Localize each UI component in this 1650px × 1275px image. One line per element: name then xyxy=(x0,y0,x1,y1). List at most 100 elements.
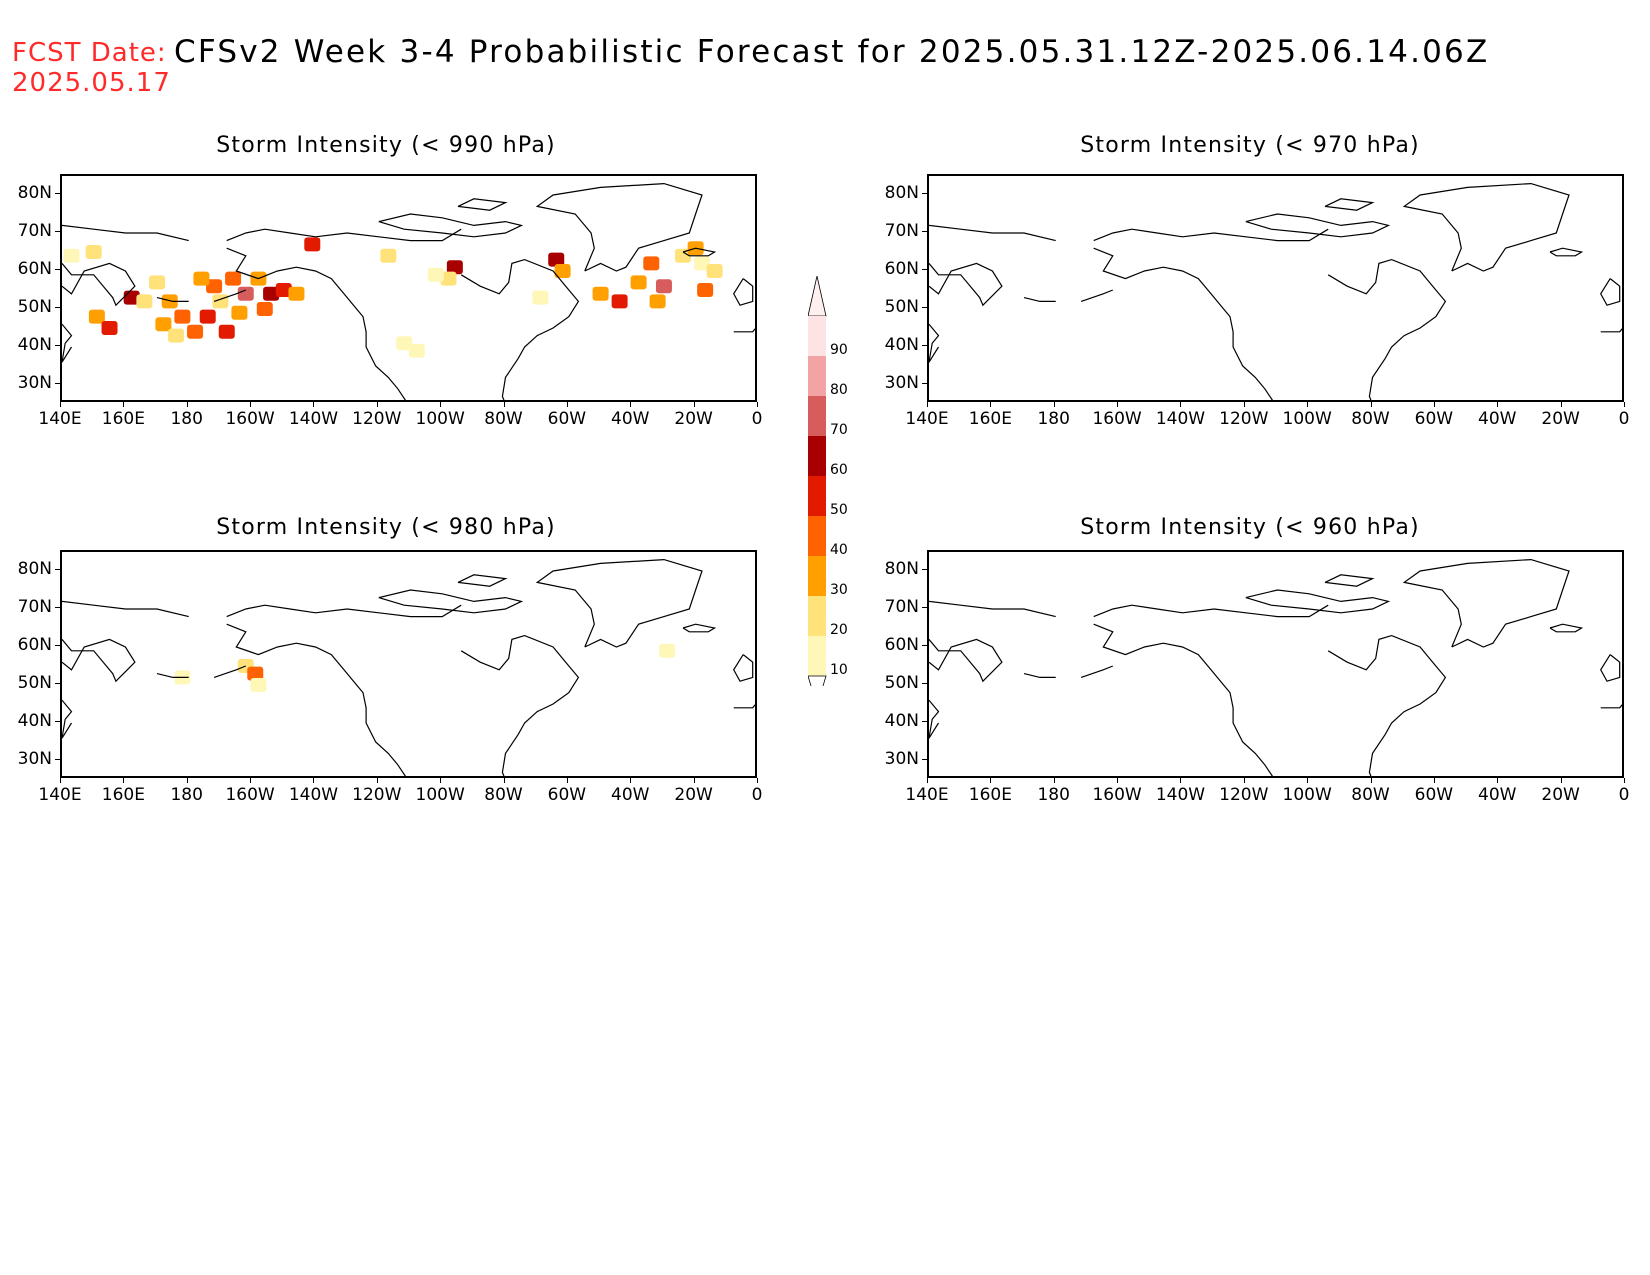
coastline xyxy=(1327,258,1447,400)
lat-tick xyxy=(922,569,927,570)
coastline xyxy=(929,600,1056,618)
probability-cell xyxy=(193,271,210,286)
probability-cell xyxy=(408,343,425,358)
probability-cell xyxy=(554,264,571,278)
lon-tick-label: 60W xyxy=(1414,409,1454,429)
coastline xyxy=(535,558,703,648)
coastline xyxy=(1093,228,1329,242)
lat-tick xyxy=(55,721,60,722)
coastline xyxy=(156,673,189,679)
lon-tick xyxy=(1180,778,1182,783)
probability-cell xyxy=(174,309,191,324)
lat-tick-label: 70N xyxy=(884,221,919,241)
fcst-date-value: 2025.05.17 xyxy=(12,68,171,98)
lat-tick xyxy=(922,759,927,760)
lon-tick-label: 60W xyxy=(1414,785,1454,805)
coastline xyxy=(733,278,754,306)
coastline xyxy=(457,198,508,211)
probability-cell xyxy=(396,336,413,351)
lon-tick-label: 140E xyxy=(905,409,949,429)
lon-tick xyxy=(60,778,61,783)
colorbar-segment xyxy=(808,436,826,476)
lon-tick xyxy=(757,778,758,783)
lon-tick xyxy=(566,778,568,783)
coastline xyxy=(1600,704,1622,709)
map-panel-960 xyxy=(927,550,1624,778)
coastline xyxy=(1327,634,1447,776)
colorbar-label: 20 xyxy=(830,622,848,638)
colorbar-label: 70 xyxy=(830,422,848,438)
lat-tick xyxy=(922,307,927,308)
coastline xyxy=(682,623,717,633)
coastline xyxy=(1093,604,1329,618)
lon-tick xyxy=(1370,778,1372,783)
lon-tick-label: 140W xyxy=(288,409,339,429)
lon-tick-label: 120W xyxy=(1219,785,1269,805)
map-canvas xyxy=(929,182,1622,400)
lon-tick-label: 100W xyxy=(415,785,465,805)
coastline xyxy=(1093,623,1274,776)
lon-tick xyxy=(313,402,315,407)
lon-tick-label: 40W xyxy=(611,785,650,805)
colorbar-segment xyxy=(808,396,826,436)
lon-tick xyxy=(1243,778,1245,783)
map-panel-980 xyxy=(60,550,757,778)
probability-cell xyxy=(149,275,166,290)
probability-cell xyxy=(256,302,273,316)
lat-tick xyxy=(922,721,927,722)
lon-tick-label: 140E xyxy=(38,785,82,805)
lon-tick-label: 60W xyxy=(547,409,587,429)
probability-cell xyxy=(440,271,457,286)
lat-tick-label: 70N xyxy=(884,597,919,617)
lon-tick-label: 140E xyxy=(905,785,949,805)
probability-cell xyxy=(187,324,204,339)
lon-tick-label: 60W xyxy=(547,785,587,805)
lat-tick xyxy=(922,383,927,384)
probability-cell xyxy=(697,283,714,297)
lat-tick-label: 80N xyxy=(17,559,52,579)
coastline xyxy=(226,247,407,400)
lon-tick-label: 80W xyxy=(484,785,523,805)
probability-cell xyxy=(263,286,280,301)
probability-cell xyxy=(85,245,102,259)
lon-tick xyxy=(630,778,632,783)
lat-tick-label: 50N xyxy=(17,297,52,317)
lon-tick xyxy=(123,402,125,407)
lon-tick-label: 0 xyxy=(1618,409,1630,429)
colorbar-segment xyxy=(808,516,826,556)
lat-tick-label: 80N xyxy=(884,559,919,579)
lon-tick-label: 0 xyxy=(751,409,763,429)
lon-tick xyxy=(503,402,505,407)
lat-tick xyxy=(55,231,60,232)
coastline xyxy=(156,297,189,303)
lon-tick xyxy=(1624,402,1625,407)
probability-cell xyxy=(63,248,80,263)
lon-tick-label: 180 xyxy=(1037,785,1070,805)
coastline xyxy=(1080,665,1114,678)
lat-tick-label: 60N xyxy=(17,635,52,655)
lon-tick-label: 160W xyxy=(1092,785,1142,805)
colorbar-segment xyxy=(808,356,826,396)
lat-tick-label: 80N xyxy=(17,183,52,203)
lon-tick xyxy=(440,778,442,783)
probability-cell xyxy=(206,279,223,294)
lon-tick-label: 160E xyxy=(968,409,1012,429)
coastline xyxy=(929,224,1056,242)
coastline xyxy=(1023,673,1056,679)
coastline xyxy=(62,224,189,242)
lon-tick-label: 120W xyxy=(352,409,402,429)
coastline xyxy=(1324,198,1375,211)
lat-tick-label: 50N xyxy=(884,297,919,317)
lon-tick xyxy=(250,402,252,407)
coastline xyxy=(1600,654,1621,682)
coastline xyxy=(460,634,580,776)
coastline xyxy=(226,623,407,776)
lat-tick xyxy=(55,193,60,194)
lat-tick xyxy=(922,269,927,270)
lon-tick-label: 140W xyxy=(1155,785,1206,805)
coastline xyxy=(1245,213,1391,238)
lat-tick xyxy=(922,193,927,194)
coastline xyxy=(378,213,524,238)
lat-tick-label: 40N xyxy=(17,335,52,355)
lat-tick-label: 30N xyxy=(884,749,919,769)
